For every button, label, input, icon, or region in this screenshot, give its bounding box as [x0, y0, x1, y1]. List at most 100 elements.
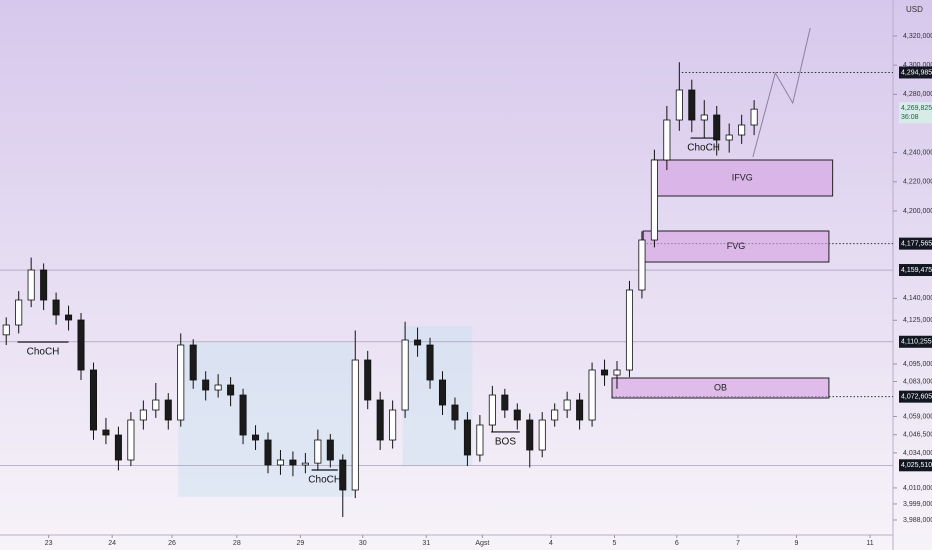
current-price-label: 4,269,825 — [901, 105, 932, 112]
y-tick-label: 4,034,000 — [903, 450, 932, 457]
candle-body — [688, 89, 696, 121]
candle-body — [189, 344, 197, 381]
y-tick-label: 4,095,000 — [903, 361, 932, 368]
level-price-box — [899, 390, 932, 403]
candle-body — [738, 124, 746, 136]
candle-body — [601, 369, 609, 376]
candle-body — [538, 419, 546, 451]
y-tick-label: 4,059,000 — [903, 413, 932, 420]
zone — [611, 377, 830, 399]
x-tick-label: 9 — [795, 540, 799, 547]
candle-body — [401, 339, 409, 411]
candle-body — [177, 344, 185, 421]
candle-body — [326, 439, 334, 461]
structure-label: ChoCH — [308, 475, 341, 486]
level-price-label: 4,110,255 — [901, 339, 932, 346]
level-price-box — [899, 264, 932, 277]
y-tick-label: 4,125,000 — [903, 317, 932, 324]
candle-body — [526, 419, 534, 451]
y-tick-label: 4,280,000 — [903, 91, 932, 98]
zone — [651, 159, 834, 197]
level-price-label: 4,025,510 — [901, 462, 932, 469]
structure-label: BOS — [495, 437, 516, 448]
structure-label: ChoCH — [27, 347, 60, 358]
y-tick-label: 4,046,500 — [903, 432, 932, 439]
zone-label: OB — [714, 382, 727, 392]
candle-body — [700, 114, 708, 121]
structure-label: ChoCH — [687, 143, 720, 154]
zone-label: IFVG — [732, 172, 753, 182]
candle-body — [725, 134, 733, 141]
candle-body — [314, 439, 322, 464]
candle-body — [252, 434, 260, 441]
x-tick-label: 26 — [168, 540, 176, 547]
level-price-label: 4,072,605 — [901, 393, 932, 400]
y-tick-label: 3,988,000 — [903, 517, 932, 524]
candle-body — [77, 319, 85, 371]
candle-body — [127, 419, 135, 461]
candle-body — [239, 394, 247, 436]
candle-body — [476, 424, 484, 456]
candle-body — [52, 299, 60, 316]
candle-body — [214, 384, 222, 391]
candle-body — [488, 394, 496, 426]
candle-body — [301, 462, 309, 466]
candle-body — [501, 394, 509, 411]
y-tick-label: 4,220,000 — [903, 179, 932, 186]
candle-body — [451, 404, 459, 421]
candle-body — [675, 89, 683, 121]
candle-body — [563, 399, 571, 411]
y-tick-label: 4,083,000 — [903, 378, 932, 385]
level-price-box — [899, 66, 932, 79]
candle-body — [164, 399, 172, 421]
candle-body — [65, 314, 73, 321]
candle-body — [625, 289, 633, 371]
candle-body — [89, 369, 98, 431]
volume-profile-range — [402, 326, 473, 467]
candle-body — [264, 439, 272, 466]
currency: USD — [906, 5, 923, 14]
candle-body — [139, 409, 147, 421]
level-price-label: 4,294,985 — [901, 69, 932, 76]
candle-body — [414, 339, 422, 346]
candle-body — [638, 239, 646, 291]
candle-body — [463, 419, 471, 456]
x-tick-label: 23 — [45, 540, 53, 547]
candle-body — [102, 429, 110, 436]
candle-body — [364, 359, 372, 401]
candle-body — [27, 269, 35, 301]
candle-body — [376, 399, 384, 441]
level-price-box — [899, 237, 932, 250]
level-price-label: 4,177,565 — [901, 240, 932, 247]
candle-body — [40, 269, 48, 301]
y-tick-label: 4,320,000 — [903, 33, 932, 40]
x-tick-label: 28 — [233, 540, 241, 547]
candle-body — [650, 159, 658, 241]
volume-profile-range — [178, 342, 353, 497]
current-price-box — [899, 102, 932, 124]
candle-body — [750, 108, 758, 126]
x-tick-label: 6 — [675, 540, 679, 547]
y-tick-label: 4,200,000 — [903, 208, 932, 215]
candle-body — [351, 359, 359, 491]
projection-path — [752, 27, 811, 158]
x-tick-label: 29 — [297, 540, 305, 547]
candle-body — [663, 119, 671, 161]
candle-body — [613, 369, 621, 376]
candle-body — [276, 459, 284, 466]
y-tick-label: 4,010,000 — [903, 485, 932, 492]
candle-body — [114, 434, 122, 461]
x-tick-label: 5 — [613, 540, 617, 547]
x-tick-label: 31 — [422, 540, 430, 547]
y-tick-label: 4,140,000 — [903, 295, 932, 302]
candle-body — [227, 384, 235, 396]
x-tick-label: Agst — [475, 540, 489, 547]
countdown: 36:08 — [901, 114, 919, 121]
candle-body — [551, 409, 559, 421]
x-tick-label: 11 — [866, 540, 873, 547]
y-tick-label: 4,300,000 — [903, 62, 932, 69]
candle-body — [576, 399, 584, 421]
